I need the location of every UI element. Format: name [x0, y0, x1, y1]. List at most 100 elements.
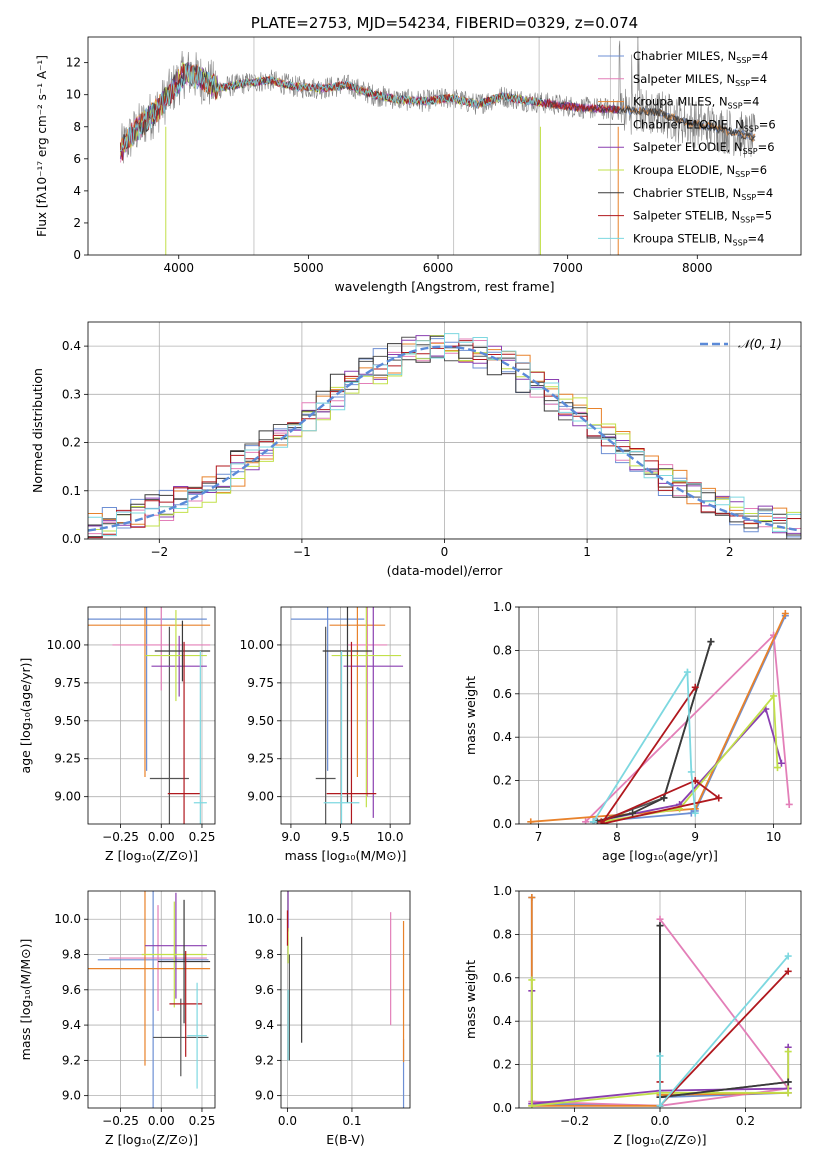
y-tick-label: 0.0: [493, 817, 512, 831]
weight-marker: [528, 976, 536, 984]
x-tick-label: 0.00: [148, 1114, 175, 1128]
x-tick-label: 0.25: [189, 830, 216, 844]
y-tick-label: 10.0: [54, 912, 81, 926]
y-axis-label: Normed distribution: [30, 368, 45, 493]
legend-entry: Salpeter MILES, NSSP=4: [633, 72, 767, 88]
y-tick-label: 4: [73, 184, 81, 198]
legend-text: Kroupa ELODIE, N: [633, 163, 735, 177]
errorbar-point: [193, 651, 207, 824]
errorbar-point: [141, 901, 207, 1008]
legend-entry: Kroupa STELIB, NSSP=4: [633, 231, 764, 247]
x-tick-label: 9.0: [281, 830, 300, 844]
legend-entry: Salpeter ELODIE, NSSP=6: [633, 140, 775, 156]
chart-spectrum: 4000 5000 6000 7000 8000 0 2 4 6 8 10 12 wavelength …: [35, 14, 802, 294]
axes: 7 8 9 10 0.0 0.2 0.4 0.6 0.8 1.0 age [log₁₀(age/yr…: [463, 600, 802, 863]
plot-area: [519, 607, 801, 824]
plot-area: [88, 322, 801, 539]
errorbar-point: [153, 998, 209, 1077]
y-axis-label: mass weight: [463, 676, 478, 755]
x-tick-label: −2: [150, 545, 168, 559]
y-tick-label: 6: [73, 152, 81, 166]
x-tick-label: 9.5: [331, 830, 350, 844]
legend-tail: =5: [755, 209, 772, 223]
legend-entry: Salpeter STELIB, NSSP=5: [633, 209, 772, 225]
legend-text: Kroupa MILES, N: [633, 95, 728, 109]
legend-text: Kroupa STELIB, N: [633, 231, 733, 245]
axes: −2 −1 0 1 2 0.0 0.1 0.2 0.3 0.4 (data-model)/error…: [30, 321, 802, 578]
chart-mass-vs-Z: −0.25 0.00 0.25 9.0 9.2 9.4 9.6 9.8 10.0 Z [log₁₀…: [18, 890, 216, 1147]
y-tick-label: 1.0: [493, 884, 512, 898]
y-tick-label: 9.50: [54, 714, 81, 728]
x-axis-label: Z [log₁₀(Z/Z⊙)]: [105, 1132, 198, 1147]
weight-marker: [687, 768, 695, 776]
plot-area: [281, 891, 410, 1108]
legend-tail: =4: [743, 95, 760, 109]
axes: 0.0 0.1 9.0 9.2 9.4 9.6 9.8 10.0 E(B-V): [247, 890, 411, 1147]
plot-area: [119, 37, 756, 255]
errorbar-point: [88, 607, 211, 777]
legend-entry: Chabrier MILES, NSSP=4: [633, 49, 768, 65]
y-tick-label: 0.2: [493, 774, 512, 788]
legend-text: Salpeter MILES, N: [633, 72, 735, 86]
weight-series-1: [584, 633, 791, 823]
errorbar-point: [322, 607, 373, 803]
y-tick-label: 0.4: [62, 339, 81, 353]
legend-text: Chabrier MILES, N: [633, 49, 736, 63]
legend-sub: SSP: [743, 147, 758, 156]
x-tick-label: 0: [441, 545, 449, 559]
y-tick-label: 9.75: [54, 676, 81, 690]
errorbar-point: [97, 891, 209, 1108]
legend-entry: Kroupa MILES, NSSP=4: [633, 95, 759, 111]
x-tick-label: 8000: [682, 261, 713, 275]
x-tick-label: −0.25: [102, 830, 139, 844]
legend-tail: =6: [759, 117, 776, 131]
weight-marker: [781, 610, 789, 618]
legend-entry: Chabrier ELODIE, NSSP=6: [633, 117, 776, 133]
legend-sub: SSP: [733, 238, 748, 247]
y-tick-label: 0.6: [493, 687, 512, 701]
chart-title: PLATE=2753, MJD=54234, FIBERID=0329, z=0…: [251, 14, 638, 32]
legend-tail: =6: [750, 163, 767, 177]
y-tick-label: 9.6: [255, 983, 274, 997]
y-tick-label: 9.4: [255, 1018, 274, 1032]
chart-residuals: −2 −1 0 1 2 0.0 0.1 0.2 0.3 0.4 (data-model)/error…: [30, 321, 802, 578]
y-tick-label: 8: [73, 120, 81, 134]
legend-sub: SSP: [744, 124, 759, 133]
weight-series-8: [659, 955, 789, 1108]
y-tick-label: 9.2: [62, 1053, 81, 1067]
legend-tail: =4: [751, 49, 768, 63]
weight-series-0: [593, 615, 787, 823]
legend-text: Chabrier ELODIE, N: [633, 117, 744, 131]
legend-sub: SSP: [735, 170, 750, 179]
legend-tail: =4: [756, 186, 773, 200]
weight-marker: [770, 692, 778, 700]
axes-frame: [87, 606, 216, 825]
axes: 9.0 9.5 10.0 9.00 9.25 9.50 9.75 10.00 mass [log…: [240, 606, 411, 863]
legend-sub: SSP: [728, 102, 743, 111]
legend-sub: SSP: [740, 216, 755, 225]
axes: −0.25 0.00 0.25 9.0 9.2 9.4 9.6 9.8 10.0 Z [log₁₀…: [18, 890, 216, 1147]
y-axis-label: mass [log₁₀(M/M⊙)]: [18, 939, 33, 1061]
x-axis-label: age [log₁₀(age/yr)]: [602, 848, 718, 863]
x-tick-label: 9: [691, 830, 699, 844]
errorbar-point: [290, 607, 365, 771]
errorbar-point: [88, 607, 207, 771]
errorbar-point: [347, 607, 388, 797]
chart-age-vs-mass: 9.0 9.5 10.0 9.00 9.25 9.50 9.75 10.00 mass [log…: [240, 606, 411, 863]
y-tick-label: 9.4: [62, 1018, 81, 1032]
chart-mass-vs-ebv: 0.0 0.1 9.0 9.2 9.4 9.6 9.8 10.0 E(B-V): [247, 890, 411, 1147]
y-tick-label: 0.2: [493, 1058, 512, 1072]
weight-marker: [691, 809, 699, 817]
errorbar-point: [323, 651, 360, 824]
x-tick-label: 7000: [552, 261, 583, 275]
weight-series-1: [531, 918, 790, 1107]
errorbar-point: [329, 607, 386, 777]
y-tick-label: 0.4: [493, 1014, 512, 1028]
y-tick-label: 2: [73, 216, 81, 230]
weight-marker: [528, 1102, 536, 1108]
weight-marker: [528, 894, 536, 902]
errorbar-point: [158, 899, 211, 1024]
y-tick-label: 0.8: [493, 643, 512, 657]
